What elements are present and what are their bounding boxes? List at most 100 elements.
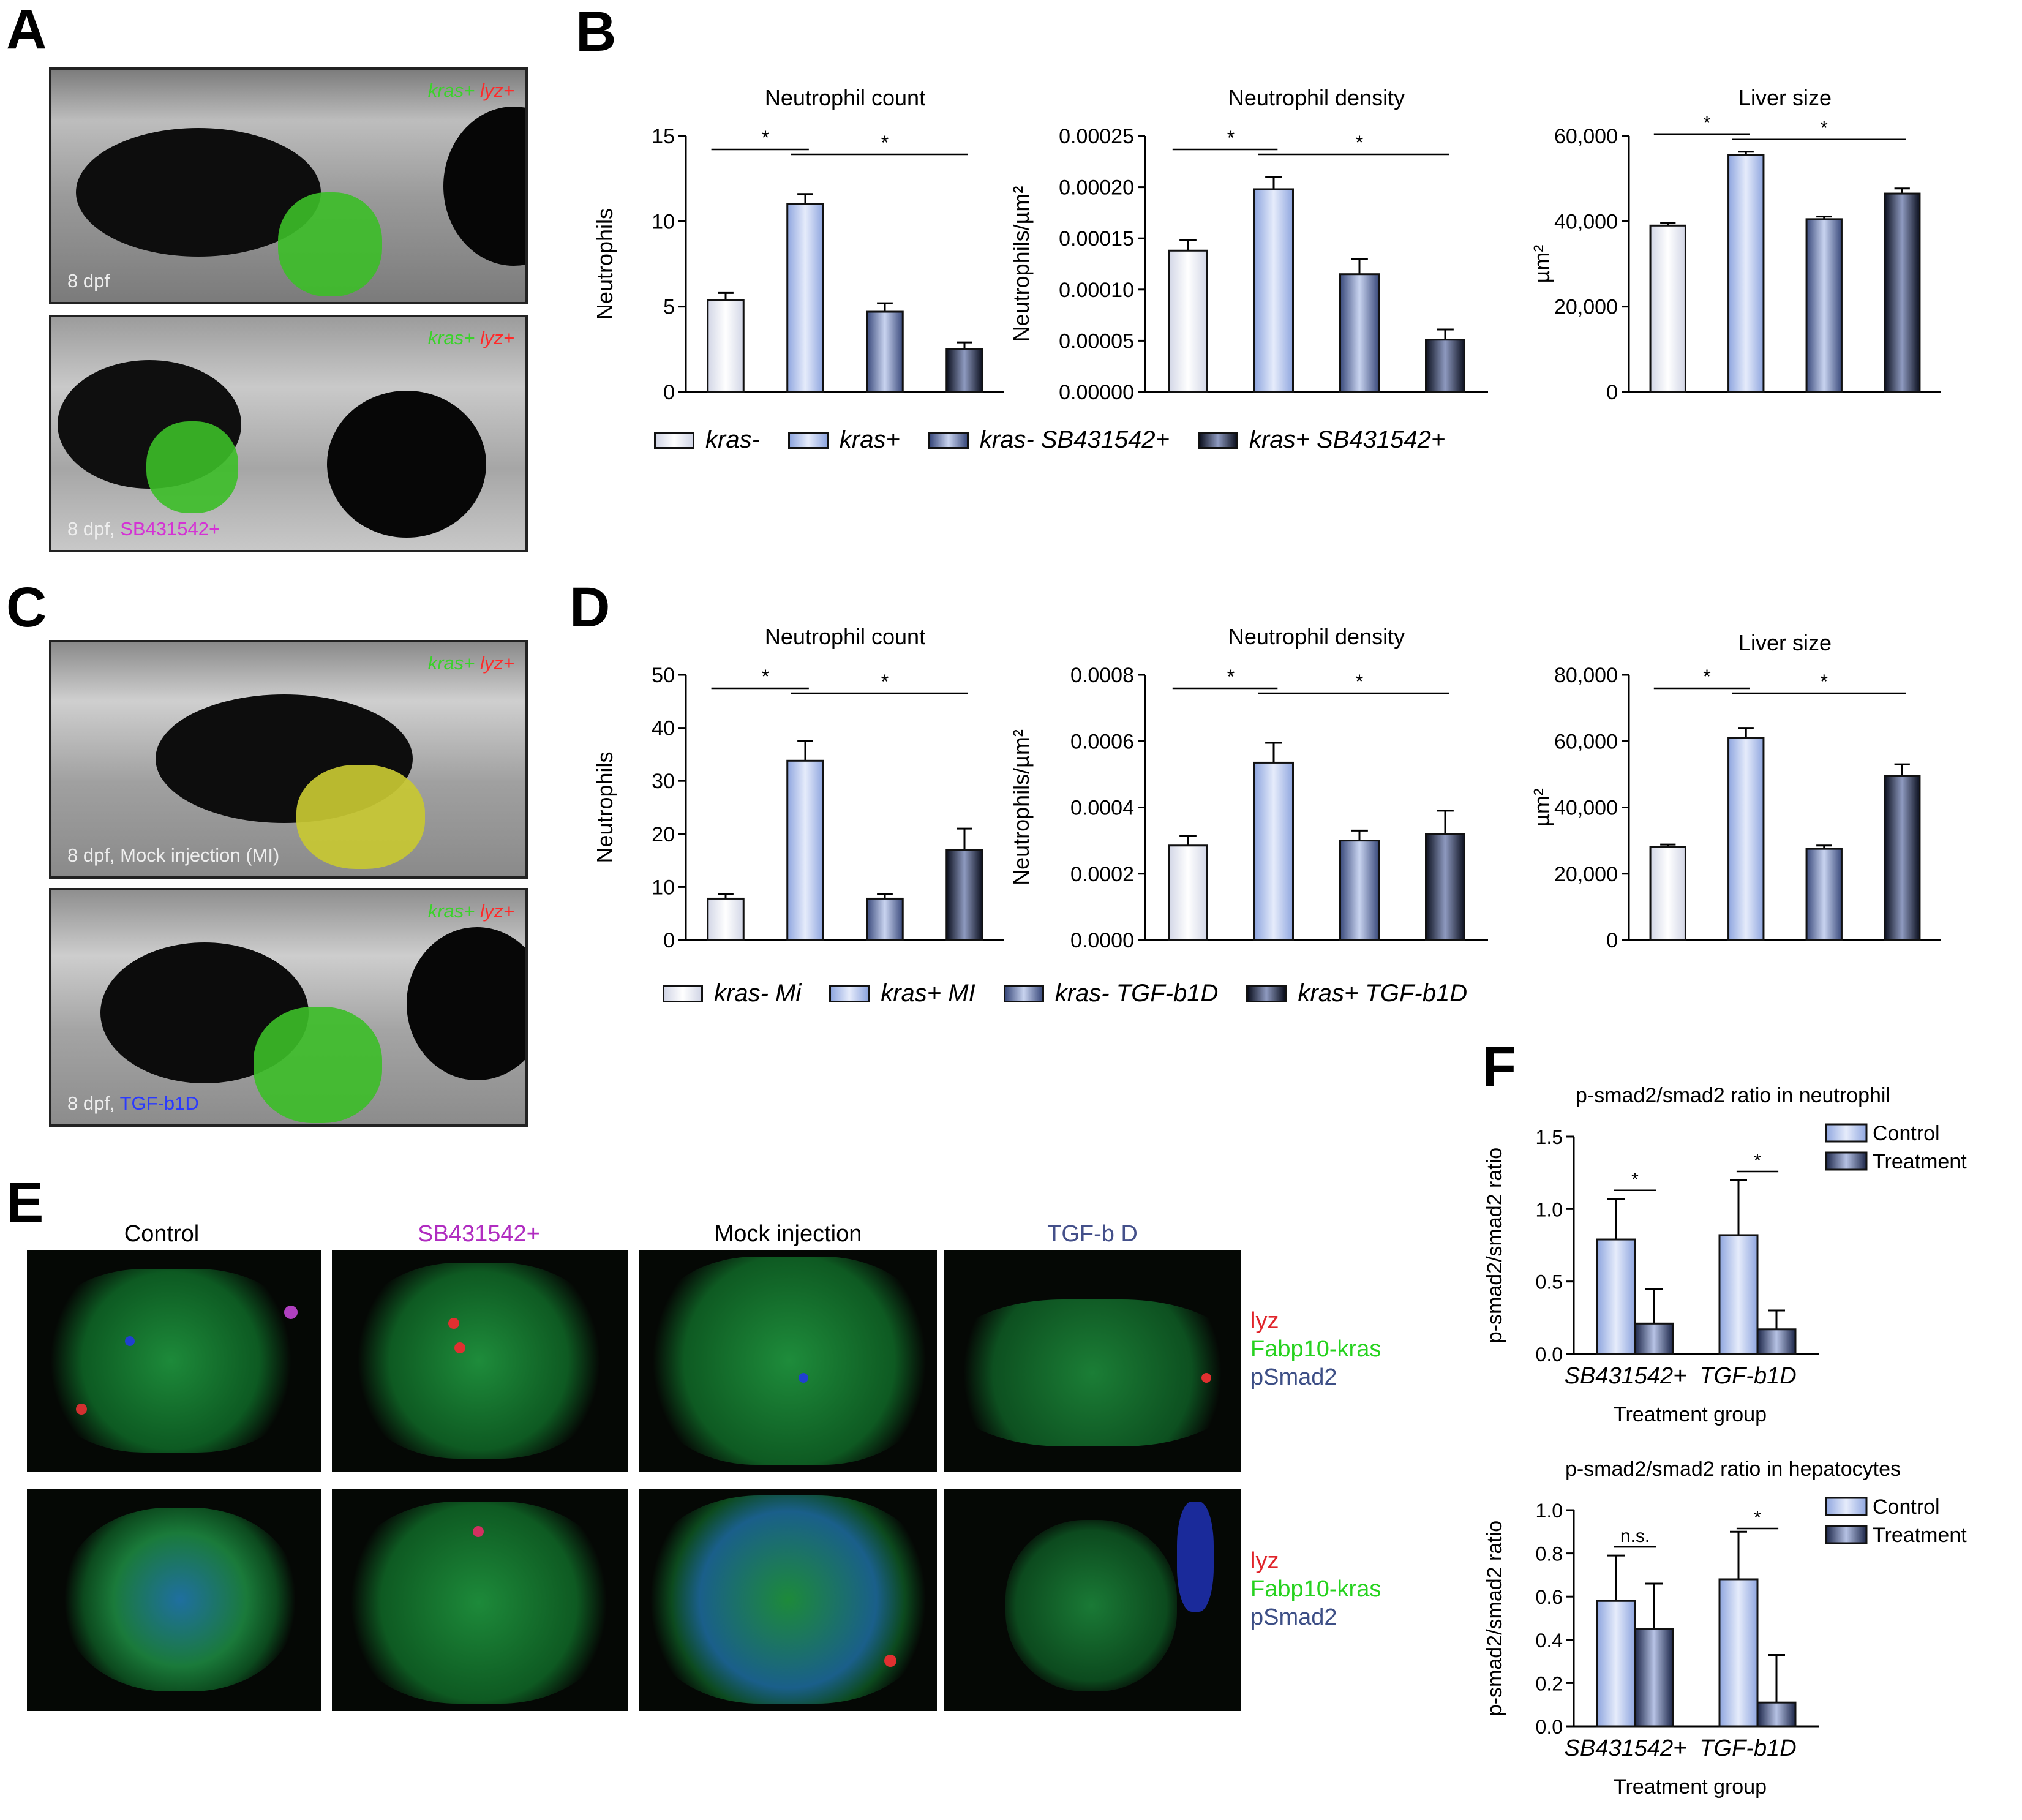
bar <box>866 897 904 941</box>
channel-label: pSmad2 <box>1250 1364 1337 1390</box>
legend-item: kras- SB431542+ <box>928 426 1170 454</box>
chart-title: Liver size <box>1738 85 1832 110</box>
chart-liver-size-b: Liver size µm² 0 20,000 40,000 60,000 * * <box>1529 85 1941 404</box>
legend-item: kras- Mi <box>663 980 801 1007</box>
significance-label: * <box>1356 132 1363 154</box>
micrograph-c-bottom: 8 dpf, TGF-b1D kras+ lyz+ <box>49 888 528 1127</box>
x-category-label: SB431542+ <box>1565 1363 1687 1389</box>
bar <box>1425 833 1465 941</box>
significance-label: * <box>1703 666 1710 688</box>
y-tick-label: 0.2 <box>1536 1672 1563 1694</box>
micrograph-tag: kras+ lyz+ <box>427 652 514 674</box>
bar <box>1884 192 1921 393</box>
bar <box>866 310 904 393</box>
significance-label: * <box>881 132 889 154</box>
y-tick-label: 40,000 <box>1554 797 1618 820</box>
y-tick-label: 1.0 <box>1536 1198 1563 1220</box>
legend-label: kras- SB431542+ <box>979 426 1170 453</box>
significance-label: * <box>762 666 769 688</box>
chart-title: Neutrophil density <box>1228 624 1405 649</box>
column-title: SB431542+ <box>418 1221 540 1247</box>
x-category-label: TGF-b1D <box>1699 1363 1796 1389</box>
legend-label: kras- TGF-b1D <box>1054 980 1219 1007</box>
bar <box>1718 1578 1759 1728</box>
significance-label: * <box>1227 127 1235 149</box>
x-category-label: TGF-b1D <box>1699 1735 1796 1761</box>
y-tick-label: 0.6 <box>1536 1586 1563 1608</box>
legend-item: kras+ TGF-b1D <box>1246 980 1467 1007</box>
y-tick-label: 0.0 <box>1536 1344 1563 1366</box>
bar <box>1727 737 1765 941</box>
bar <box>1339 840 1380 941</box>
channel-labels: lyz Fabp10-kras pSmad2 <box>1250 1307 1381 1391</box>
y-tick-label: 10 <box>652 876 675 899</box>
y-tick-label: 0.8 <box>1536 1543 1563 1565</box>
y-tick-label: 20,000 <box>1554 296 1618 319</box>
y-tick-label: 0.00025 <box>1059 125 1134 148</box>
column-title: Mock injection <box>714 1221 862 1247</box>
chart-psmad2-hepatocytes: p-smad2/smad2 ratio in hepatocytes p-smad… <box>1483 1457 1967 1799</box>
fluorescence-image <box>944 1250 1241 1472</box>
legend-swatch <box>928 431 969 449</box>
y-tick-label: 60,000 <box>1554 125 1618 148</box>
y-tick-label: 0.0000 <box>1070 929 1134 952</box>
column-title: Control <box>124 1221 200 1247</box>
chart-title: Neutrophil count <box>765 624 925 649</box>
y-tick-label: 10 <box>652 210 675 233</box>
y-tick-label: 0.0004 <box>1070 797 1134 820</box>
significance-label: * <box>881 671 889 693</box>
significance-label: * <box>1821 117 1828 139</box>
bar <box>945 849 983 941</box>
legend-label: kras+ TGF-b1D <box>1298 980 1468 1007</box>
fluorescence-image <box>27 1250 321 1472</box>
legend-item: kras- <box>654 426 760 454</box>
significance-label: n.s. <box>1620 1526 1650 1546</box>
y-tick-label: 0.0008 <box>1070 664 1134 687</box>
channel-label: lyz <box>1250 1308 1279 1334</box>
channel-label: lyz <box>1250 1548 1279 1574</box>
y-tick-label: 30 <box>652 770 675 793</box>
y-tick-label: 0.00020 <box>1059 176 1134 200</box>
y-tick-label: 0.00015 <box>1059 227 1134 250</box>
bar <box>1756 1328 1797 1355</box>
micrograph-tag: kras+ lyz+ <box>427 80 514 101</box>
legend-swatch <box>654 431 694 449</box>
significance-label: * <box>762 127 769 149</box>
y-axis-label: µm² <box>1529 788 1554 827</box>
legend-swatch <box>1825 1525 1868 1544</box>
y-axis-label: Neutrophils <box>592 751 617 863</box>
y-tick-label: 20,000 <box>1554 863 1618 886</box>
legend-swatch <box>1198 431 1239 449</box>
y-axis-label: Neutrophils/µm² <box>1009 729 1034 886</box>
micrograph-c-top: 8 dpf, Mock injection (MI) kras+ lyz+ <box>49 640 528 879</box>
bar <box>1596 1600 1636 1728</box>
x-axis-label: Treatment group <box>1614 1775 1767 1799</box>
y-axis-label: µm² <box>1529 245 1554 284</box>
channel-label: Fabp10-kras <box>1250 1576 1381 1602</box>
x-category-label: SB431542+ <box>1565 1735 1687 1761</box>
y-tick-label: 0.4 <box>1536 1630 1563 1652</box>
bar <box>1718 1234 1759 1355</box>
bar <box>1168 249 1208 393</box>
bar <box>1649 846 1686 941</box>
legend-label: kras- Mi <box>714 980 802 1007</box>
chart-liver-size-d: Liver size µm² 0 20,000 40,000 60,000 80,000 * * <box>1529 630 1941 952</box>
bar <box>707 897 745 941</box>
bar <box>1168 844 1208 941</box>
bar <box>1253 188 1294 393</box>
chart-neutrophil-count-b: Neutrophil count Neutrophils 0 5 10 15 * * <box>592 85 1004 404</box>
fluorescence-image <box>639 1489 937 1711</box>
panel-label-b: B <box>576 1 617 63</box>
y-axis-label: p-smad2/smad2 ratio <box>1483 1148 1506 1343</box>
y-tick-label: 5 <box>663 296 675 319</box>
micrograph-a-bottom: 8 dpf, SB431542+ kras+ lyz+ <box>49 315 528 552</box>
chart-psmad2-neutrophil: p-smad2/smad2 ratio in neutrophil p-smad2… <box>1483 1084 1967 1426</box>
micrograph-tag: kras+ lyz+ <box>427 900 514 922</box>
y-tick-label: 1.0 <box>1536 1500 1563 1522</box>
micrograph-a-top: 8 dpf kras+ lyz+ <box>49 67 528 304</box>
x-axis-label: Treatment group <box>1614 1403 1767 1426</box>
legend-label: kras+ SB431542+ <box>1249 426 1446 453</box>
y-tick-label: 60,000 <box>1554 730 1618 753</box>
bar <box>786 203 824 393</box>
legend-label: kras- <box>705 426 760 453</box>
